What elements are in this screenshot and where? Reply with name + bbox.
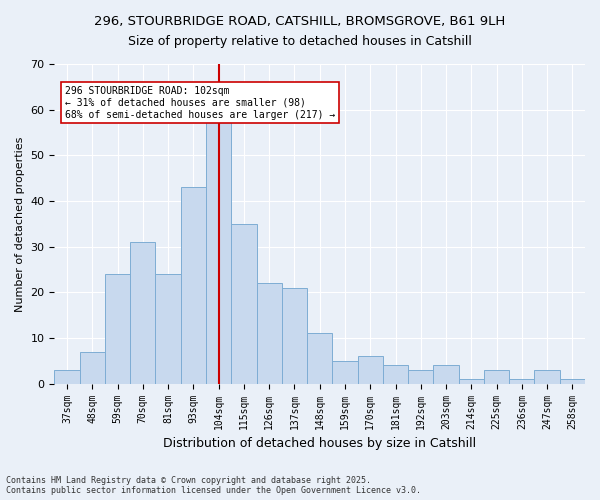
Bar (332, 361, 358, 384)
Text: Size of property relative to detached houses in Catshill: Size of property relative to detached ho… (128, 35, 472, 48)
Bar (105, 274, 130, 384)
Text: Contains HM Land Registry data © Crown copyright and database right 2025.
Contai: Contains HM Land Registry data © Crown c… (6, 476, 421, 495)
Bar (458, 379, 484, 384)
Bar (206, 100, 231, 384)
Bar (535, 370, 560, 384)
Y-axis label: Number of detached properties: Number of detached properties (15, 136, 25, 312)
Bar (155, 274, 181, 384)
Bar (358, 356, 383, 384)
Bar (231, 224, 257, 384)
Bar (307, 334, 332, 384)
Bar (80, 352, 105, 384)
Bar (55, 370, 80, 384)
Text: 296, STOURBRIDGE ROAD, CATSHILL, BROMSGROVE, B61 9LH: 296, STOURBRIDGE ROAD, CATSHILL, BROMSGR… (94, 15, 506, 28)
Bar (509, 379, 535, 384)
Bar (560, 379, 585, 384)
Bar (408, 370, 433, 384)
Bar (282, 288, 307, 384)
X-axis label: Distribution of detached houses by size in Catshill: Distribution of detached houses by size … (163, 437, 476, 450)
Bar (383, 366, 408, 384)
Bar (433, 366, 458, 384)
Bar (181, 188, 206, 384)
Bar (484, 370, 509, 384)
Bar (257, 283, 282, 384)
Text: 296 STOURBRIDGE ROAD: 102sqm
← 31% of detached houses are smaller (98)
68% of se: 296 STOURBRIDGE ROAD: 102sqm ← 31% of de… (65, 86, 335, 120)
Bar (130, 242, 155, 384)
